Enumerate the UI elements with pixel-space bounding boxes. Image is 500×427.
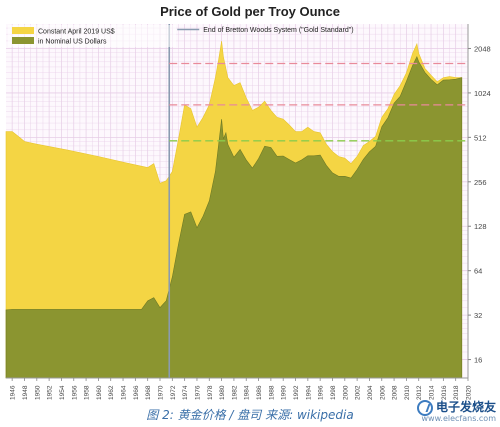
y-tick-label: 256 [474, 178, 487, 187]
reference-lines [168, 24, 468, 378]
x-tick-label: 1958 [84, 385, 91, 400]
series-areas [5, 40, 463, 379]
y-tick-label: 1024 [474, 89, 491, 98]
x-tick-label: 2010 [404, 385, 411, 400]
x-tick-label: 1988 [268, 385, 275, 400]
x-tick-label: 1956 [71, 385, 78, 400]
x-tick-label: 2020 [466, 385, 473, 400]
x-tick-label: 2002 [355, 385, 362, 400]
y-tick-label: 32 [474, 311, 482, 320]
x-tick-label: 1990 [281, 385, 288, 400]
axes: 16 32 64 128 256 512 1024 2048 1946 1948 1950 1952 1… [6, 24, 491, 400]
x-tick-label: 1954 [59, 385, 66, 400]
x-tick-label: 2006 [379, 385, 386, 400]
x-tick-label: 1964 [121, 385, 128, 400]
x-tick-label: 1994 [305, 385, 312, 400]
x-tick-label: 1976 [194, 385, 201, 400]
y-tick-label: 128 [474, 222, 487, 231]
x-tick-label: 1948 [22, 385, 29, 400]
x-tick-label: 1946 [10, 385, 17, 400]
x-tick-label: 2018 [453, 385, 460, 400]
legend-label-constant-2019-usd: Constant April 2019 US$ [38, 29, 115, 36]
figure-caption: 图 2: 黄金价格 / 盘司 来源: wikipedia [146, 408, 354, 422]
x-tick-label: 1982 [231, 385, 238, 400]
x-tick-label: 1970 [158, 385, 165, 400]
x-tick-label: 2008 [392, 385, 399, 400]
legend: Constant April 2019 US$ in Nominal US Dol… [8, 25, 354, 47]
x-tick-label: 1966 [133, 385, 140, 400]
x-tick-label: 1986 [256, 385, 263, 400]
legend-label-nominal-usd: in Nominal US Dollars [38, 39, 107, 46]
x-tick-label: 2012 [416, 385, 423, 400]
x-tick-label: 1984 [244, 385, 251, 400]
x-tick-label: 1960 [96, 385, 103, 400]
y-tick-label: 512 [474, 133, 487, 142]
x-tick-label: 1980 [219, 385, 226, 400]
y-tick-label: 2048 [474, 44, 491, 53]
watermark-brand: 电子发烧友 [435, 400, 496, 414]
x-tick-label: 1952 [47, 385, 54, 400]
x-tick-label: 1992 [293, 385, 300, 400]
x-tick-label: 2014 [429, 385, 436, 400]
watermark-url: www.elecfans.com [421, 414, 497, 423]
x-tick-label: 1962 [108, 385, 115, 400]
y-tick-label: 16 [474, 356, 482, 365]
x-tick-label: 1974 [182, 385, 189, 400]
x-tick-label: 2000 [342, 385, 349, 400]
x-tick-label: 1996 [318, 385, 325, 400]
x-tick-label: 2004 [367, 385, 374, 400]
legend-swatch-nominal-usd [12, 37, 34, 44]
watermark: 电子发烧友 www.elecfans.com [416, 398, 497, 423]
legend-label-bretton-woods: End of Bretton Woods System ("Gold Stand… [203, 27, 353, 34]
y-tick-label: 64 [474, 267, 482, 276]
legend-swatch-constant-2019-usd [12, 27, 34, 34]
x-tick-label: 2016 [441, 385, 448, 400]
legend-box [8, 25, 176, 47]
chart-title: Price of Gold per Troy Ounce [160, 4, 340, 19]
x-tick-label: 1968 [145, 385, 152, 400]
brand-logo-icon [416, 400, 433, 416]
x-tick-label: 1950 [34, 385, 41, 400]
x-tick-label: 1972 [170, 385, 177, 400]
x-tick-label: 1998 [330, 385, 337, 400]
x-tick-label: 1978 [207, 385, 214, 400]
